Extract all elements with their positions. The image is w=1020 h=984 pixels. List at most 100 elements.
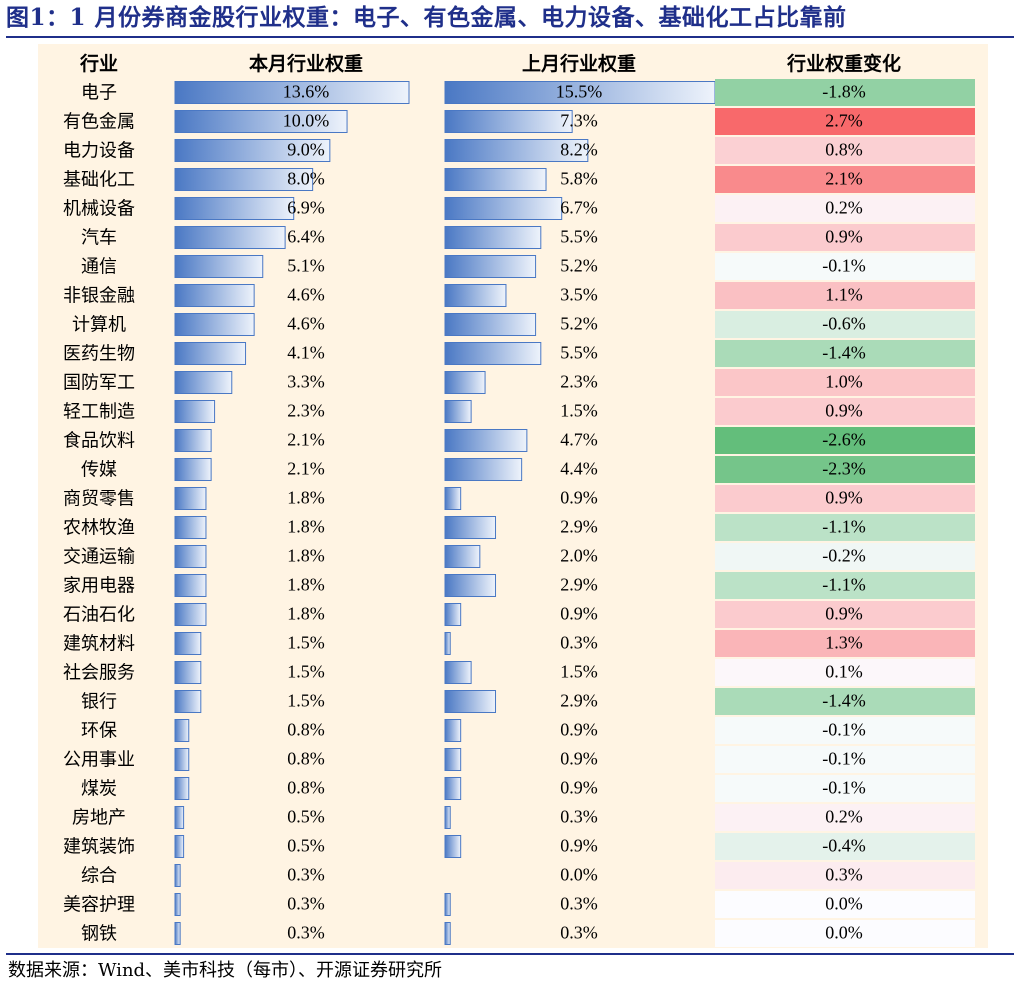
industry-label: 传媒 — [81, 460, 117, 481]
weight-change-label: -0.6% — [822, 314, 866, 334]
weight-change-label: 0.2% — [825, 198, 863, 218]
current-weight-label: 0.3% — [287, 865, 325, 885]
header-previous-weight: 上月行业权重 — [522, 52, 636, 75]
weight-change-label: 1.1% — [825, 285, 863, 305]
table-row: 电力设备 9.0% 8.2% 0.8% — [63, 137, 975, 164]
previous-weight-label: 0.9% — [560, 488, 598, 508]
industry-label: 家用电器 — [63, 576, 135, 597]
weight-change-label: 0.9% — [825, 401, 863, 421]
previous-weight-label: 1.5% — [560, 401, 598, 421]
current-weight-label: 1.5% — [287, 691, 325, 711]
weight-change-cell — [715, 862, 975, 889]
industry-label: 有色金属 — [63, 112, 135, 133]
industry-label: 基础化工 — [63, 170, 135, 191]
current-weight-bar — [174, 719, 190, 742]
current-weight-bar — [174, 545, 207, 568]
weight-change-label: -2.3% — [822, 459, 866, 479]
previous-weight-bar — [444, 371, 486, 394]
previous-weight-bar — [444, 690, 497, 713]
header-current-weight: 本月行业权重 — [249, 52, 363, 75]
current-weight-bar — [174, 806, 185, 829]
current-weight-label: 2.1% — [287, 430, 325, 450]
current-weight-bar — [174, 110, 348, 133]
previous-weight-bar — [444, 893, 451, 916]
weight-change-label: 0.0% — [825, 894, 863, 914]
weight-change-label: 0.1% — [825, 662, 863, 682]
previous-weight-bar — [444, 835, 462, 858]
industry-label: 食品饮料 — [63, 431, 135, 452]
weight-change-label: -1.4% — [822, 691, 866, 711]
industry-label: 非银金融 — [63, 286, 135, 307]
weight-change-cell — [715, 137, 975, 164]
current-weight-bar — [174, 197, 295, 220]
table-row: 综合 0.3% 0.0% 0.3% — [81, 862, 975, 889]
weight-change-label: 1.3% — [825, 633, 863, 653]
current-weight-label: 1.8% — [287, 546, 325, 566]
previous-weight-label: 0.3% — [560, 894, 598, 914]
current-weight-bar — [174, 603, 207, 626]
weight-change-cell — [715, 79, 975, 106]
previous-weight-bar — [444, 226, 542, 249]
current-weight-bar — [174, 632, 202, 655]
table-row: 家用电器 1.8% 2.9% -1.1% — [63, 572, 975, 599]
previous-weight-bar — [444, 197, 563, 220]
table-row: 有色金属 10.0% 7.3% 2.7% — [63, 108, 975, 135]
previous-weight-label: 2.9% — [560, 517, 598, 537]
previous-weight-bar — [444, 284, 507, 307]
current-weight-label: 0.3% — [287, 894, 325, 914]
previous-weight-label: 2.9% — [560, 575, 598, 595]
current-weight-bar — [174, 864, 181, 887]
current-weight-label: 2.1% — [287, 459, 325, 479]
table-row: 机械设备 6.9% 6.7% 0.2% — [63, 195, 975, 222]
industry-label: 计算机 — [72, 315, 126, 336]
header-weight-change: 行业权重变化 — [786, 52, 901, 75]
weight-change-label: -1.1% — [822, 517, 866, 537]
weight-change-cell — [715, 195, 975, 222]
weight-change-label: -2.6% — [822, 430, 866, 450]
previous-weight-bar — [444, 400, 472, 423]
industry-label: 商贸零售 — [63, 489, 135, 510]
current-weight-label: 0.8% — [287, 749, 325, 769]
weight-change-label: 2.1% — [825, 169, 863, 189]
previous-weight-bar — [444, 458, 523, 481]
current-weight-label: 3.3% — [287, 372, 325, 392]
weight-change-cell — [715, 398, 975, 425]
weight-change-label: -1.4% — [822, 343, 866, 363]
current-weight-label: 1.5% — [287, 633, 325, 653]
current-weight-label: 4.6% — [287, 285, 325, 305]
previous-weight-bar — [444, 139, 589, 162]
table-row: 传媒 2.1% 4.4% -2.3% — [81, 456, 975, 483]
current-weight-label: 1.8% — [287, 517, 325, 537]
previous-weight-label: 5.2% — [560, 256, 598, 276]
current-weight-label: 13.6% — [283, 82, 330, 102]
current-weight-label: 6.9% — [287, 198, 325, 218]
table-body: 电子 13.6% 15.5% -1.8% 有色金属 10.0% 7.3% 2.7% 电力设备 9.… — [63, 79, 975, 947]
previous-weight-bar — [444, 110, 573, 133]
previous-weight-bar — [444, 777, 462, 800]
table-row: 基础化工 8.0% 5.8% 2.1% — [63, 166, 975, 193]
weight-change-label: -0.2% — [822, 546, 866, 566]
previous-weight-label: 5.5% — [560, 227, 598, 247]
previous-weight-label: 4.7% — [560, 430, 598, 450]
current-weight-label: 10.0% — [283, 111, 330, 131]
previous-weight-bar — [444, 545, 481, 568]
previous-weight-label: 5.8% — [560, 169, 598, 189]
header-industry: 行业 — [79, 52, 118, 75]
weight-change-cell — [715, 920, 975, 947]
weight-change-label: 2.7% — [825, 111, 863, 131]
previous-weight-bar — [444, 168, 547, 191]
weight-change-label: -1.1% — [822, 575, 866, 595]
previous-weight-bar — [444, 661, 472, 684]
table-row: 商贸零售 1.8% 0.9% 0.9% — [63, 485, 975, 512]
industry-label: 建筑装饰 — [63, 837, 135, 858]
previous-weight-bar — [444, 429, 528, 452]
table-row: 社会服务 1.5% 1.5% 0.1% — [63, 659, 975, 686]
chart-title: 图1：1 月份券商金股行业权重：电子、有色金属、电力设备、基础化工占比靠前 — [6, 4, 847, 31]
industry-label: 社会服务 — [63, 663, 135, 684]
previous-weight-label: 0.3% — [560, 807, 598, 827]
current-weight-bar — [174, 777, 190, 800]
weight-change-cell — [715, 746, 975, 773]
table-row: 银行 1.5% 2.9% -1.4% — [81, 688, 975, 715]
previous-weight-bar — [444, 574, 497, 597]
current-weight-bar — [174, 661, 202, 684]
